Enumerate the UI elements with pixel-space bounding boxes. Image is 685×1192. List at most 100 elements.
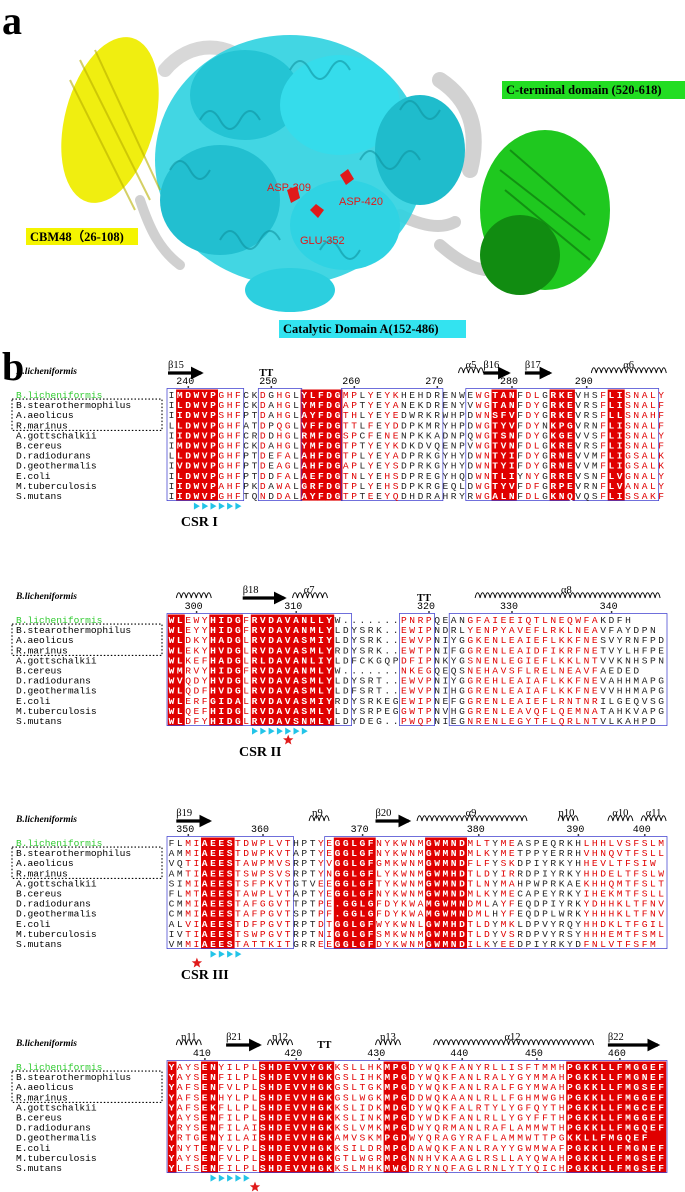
residue-char: G bbox=[268, 919, 274, 930]
residue-char: L bbox=[318, 615, 324, 626]
residue-char: P bbox=[534, 919, 540, 930]
residue-char: W bbox=[194, 491, 200, 502]
residue-char: F bbox=[542, 706, 548, 717]
residue-char: T bbox=[343, 451, 349, 462]
residue-char: G bbox=[360, 889, 366, 900]
residue-char: E bbox=[650, 1062, 656, 1073]
csr-arrowhead bbox=[235, 502, 242, 510]
residue-char: L bbox=[476, 848, 482, 859]
residue-char: K bbox=[575, 899, 581, 910]
residue-char: F bbox=[501, 410, 507, 421]
residue-char: E bbox=[600, 889, 606, 900]
residue-char: C bbox=[243, 390, 249, 401]
residue-char: A bbox=[459, 1143, 465, 1154]
residue-char: Y bbox=[542, 1102, 548, 1113]
residue-char: E bbox=[210, 929, 216, 940]
residue-char: L bbox=[252, 1062, 258, 1073]
residue-char: Y bbox=[185, 1113, 191, 1124]
residue-char: D bbox=[227, 645, 233, 656]
residue-char: H bbox=[584, 868, 590, 879]
residue-char: Y bbox=[584, 899, 590, 910]
residue-char: D bbox=[534, 645, 540, 656]
residue-char: M bbox=[542, 1062, 548, 1073]
residue-char: F bbox=[617, 1153, 623, 1164]
identical-column bbox=[292, 614, 301, 726]
residue-char: M bbox=[310, 645, 316, 656]
residue-char: Y bbox=[169, 1153, 175, 1164]
residue-char: E bbox=[509, 939, 515, 950]
residue-char: E bbox=[218, 929, 224, 940]
residue-char: V bbox=[584, 430, 590, 441]
number-dot bbox=[577, 834, 580, 836]
residue-char: L bbox=[293, 451, 299, 462]
residue-char: M bbox=[617, 878, 623, 889]
residue-char: N bbox=[434, 676, 440, 687]
residue-char: W bbox=[409, 625, 415, 636]
organism-name: R.marinus bbox=[16, 420, 68, 431]
csr-arrowhead bbox=[235, 1174, 242, 1182]
residue-char: G bbox=[235, 635, 241, 646]
residue-char: Y bbox=[351, 706, 357, 717]
residue-char: I bbox=[550, 899, 556, 910]
residue-char: W bbox=[401, 868, 407, 879]
residue-char: K bbox=[376, 1092, 382, 1103]
residue-char: K bbox=[559, 939, 565, 950]
identical-column bbox=[549, 389, 559, 501]
residue-char: G bbox=[625, 451, 631, 462]
residue-char: N bbox=[633, 430, 639, 441]
residue-char: V bbox=[169, 939, 175, 950]
residue-char: I bbox=[443, 686, 449, 697]
residue-char: N bbox=[434, 645, 440, 656]
residue-char: D bbox=[227, 696, 233, 707]
residue-char: L bbox=[617, 410, 623, 421]
residue-char: M bbox=[185, 939, 191, 950]
residue-char: S bbox=[227, 909, 233, 920]
residue-char: G bbox=[633, 1082, 639, 1093]
residue-char: T bbox=[285, 919, 291, 930]
identical-column bbox=[176, 389, 185, 501]
organism-name: B.cereus bbox=[16, 1113, 62, 1124]
residue-char: P bbox=[393, 1082, 399, 1093]
residue-char: S bbox=[360, 706, 366, 717]
residue-char: V bbox=[301, 1153, 307, 1164]
residue-char: N bbox=[351, 471, 357, 482]
residue-char: L bbox=[318, 666, 324, 677]
residue-char: G bbox=[401, 1113, 407, 1124]
residue-char: T bbox=[376, 676, 382, 687]
residue-char: L bbox=[476, 1123, 482, 1134]
residue-char: H bbox=[227, 451, 233, 462]
residue-char: N bbox=[650, 899, 656, 910]
residue-char: Y bbox=[326, 645, 332, 656]
residue-char: V bbox=[260, 676, 266, 687]
residue-char: G bbox=[484, 491, 490, 502]
residue-char: G bbox=[335, 878, 341, 889]
residue-char: I bbox=[360, 1113, 366, 1124]
residue-char: G bbox=[335, 390, 341, 401]
residue-char: L bbox=[609, 1153, 615, 1164]
residue-char: K bbox=[326, 1153, 332, 1164]
residue-char: V bbox=[600, 858, 606, 869]
catalytic-star-icon bbox=[249, 1181, 261, 1192]
residue-char: P bbox=[210, 461, 216, 472]
residue-char: S bbox=[260, 1062, 266, 1073]
residue-char: W bbox=[169, 696, 175, 707]
residue-char: Y bbox=[368, 451, 374, 462]
residue-char: E bbox=[210, 838, 216, 849]
residue-char: D bbox=[526, 451, 532, 462]
residue-char: L bbox=[243, 645, 249, 656]
residue-char: R bbox=[467, 491, 473, 502]
identical-column bbox=[624, 1061, 633, 1173]
residue-char: Q bbox=[384, 655, 390, 666]
residue-char: K bbox=[575, 1133, 581, 1144]
secondary-structure-label: β20 bbox=[376, 808, 392, 819]
residue-char: Q bbox=[584, 491, 590, 502]
residue-char: F bbox=[351, 655, 357, 666]
residue-char: R bbox=[484, 1163, 490, 1174]
residue-char: F bbox=[451, 645, 457, 656]
residue-char: W bbox=[360, 1092, 366, 1103]
residue-char: L bbox=[268, 838, 274, 849]
residue-char: G bbox=[542, 441, 548, 452]
residue-char: H bbox=[418, 390, 424, 401]
residue-char: F bbox=[542, 1113, 548, 1124]
residue-char: T bbox=[492, 400, 498, 411]
